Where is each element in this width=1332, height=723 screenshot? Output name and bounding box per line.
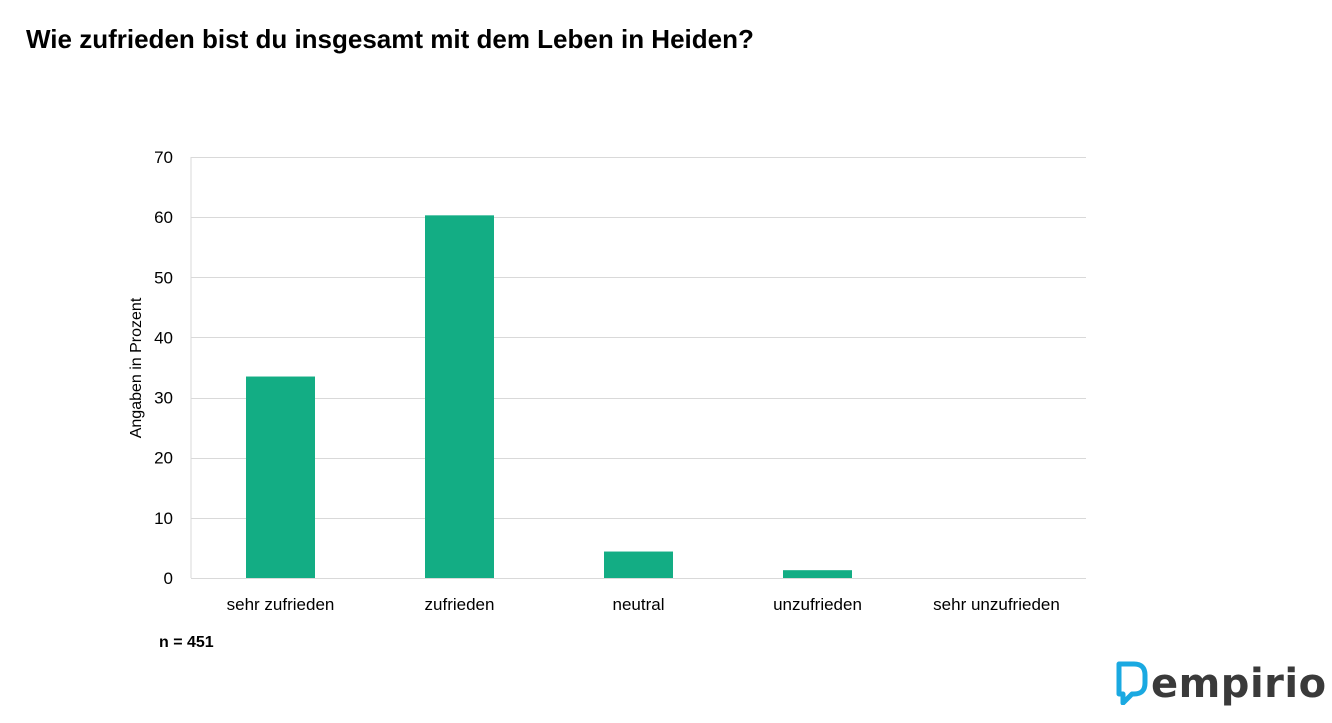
y-tick-label: 40 bbox=[154, 328, 173, 347]
x-tick-label: sehr unzufrieden bbox=[933, 595, 1060, 614]
gridlines bbox=[190, 157, 1086, 579]
x-tick-labels: sehr zufrieden zufrieden neutral unzufriede… bbox=[227, 595, 1060, 614]
y-tick-label: 0 bbox=[164, 569, 173, 588]
y-tick-label: 50 bbox=[154, 268, 173, 287]
empirio-logo: empirio bbox=[1116, 658, 1326, 714]
sample-size-note: n = 451 bbox=[159, 634, 214, 651]
x-tick-label: sehr zufrieden bbox=[227, 595, 335, 614]
y-tick-label: 70 bbox=[154, 148, 173, 167]
y-tick-labels: 0 10 20 30 40 50 60 70 bbox=[154, 148, 173, 588]
y-tick-label: 60 bbox=[154, 208, 173, 227]
y-tick-label: 20 bbox=[154, 449, 173, 468]
x-tick-label: zufrieden bbox=[425, 595, 495, 614]
y-axis-title: Angaben in Prozent bbox=[128, 297, 145, 439]
bar bbox=[425, 215, 494, 579]
bar bbox=[783, 570, 852, 578]
bars bbox=[246, 215, 852, 579]
y-tick-label: 10 bbox=[154, 509, 173, 528]
bar bbox=[246, 376, 315, 578]
x-tick-label: neutral bbox=[613, 595, 665, 614]
bar bbox=[604, 551, 673, 578]
x-tick-label: unzufrieden bbox=[773, 595, 862, 614]
y-tick-label: 30 bbox=[154, 389, 173, 408]
logo-text: empirio bbox=[1151, 661, 1327, 707]
speech-bubble-icon bbox=[1116, 661, 1148, 705]
chart-title: Wie zufrieden bist du insgesamt mit dem … bbox=[26, 24, 754, 54]
